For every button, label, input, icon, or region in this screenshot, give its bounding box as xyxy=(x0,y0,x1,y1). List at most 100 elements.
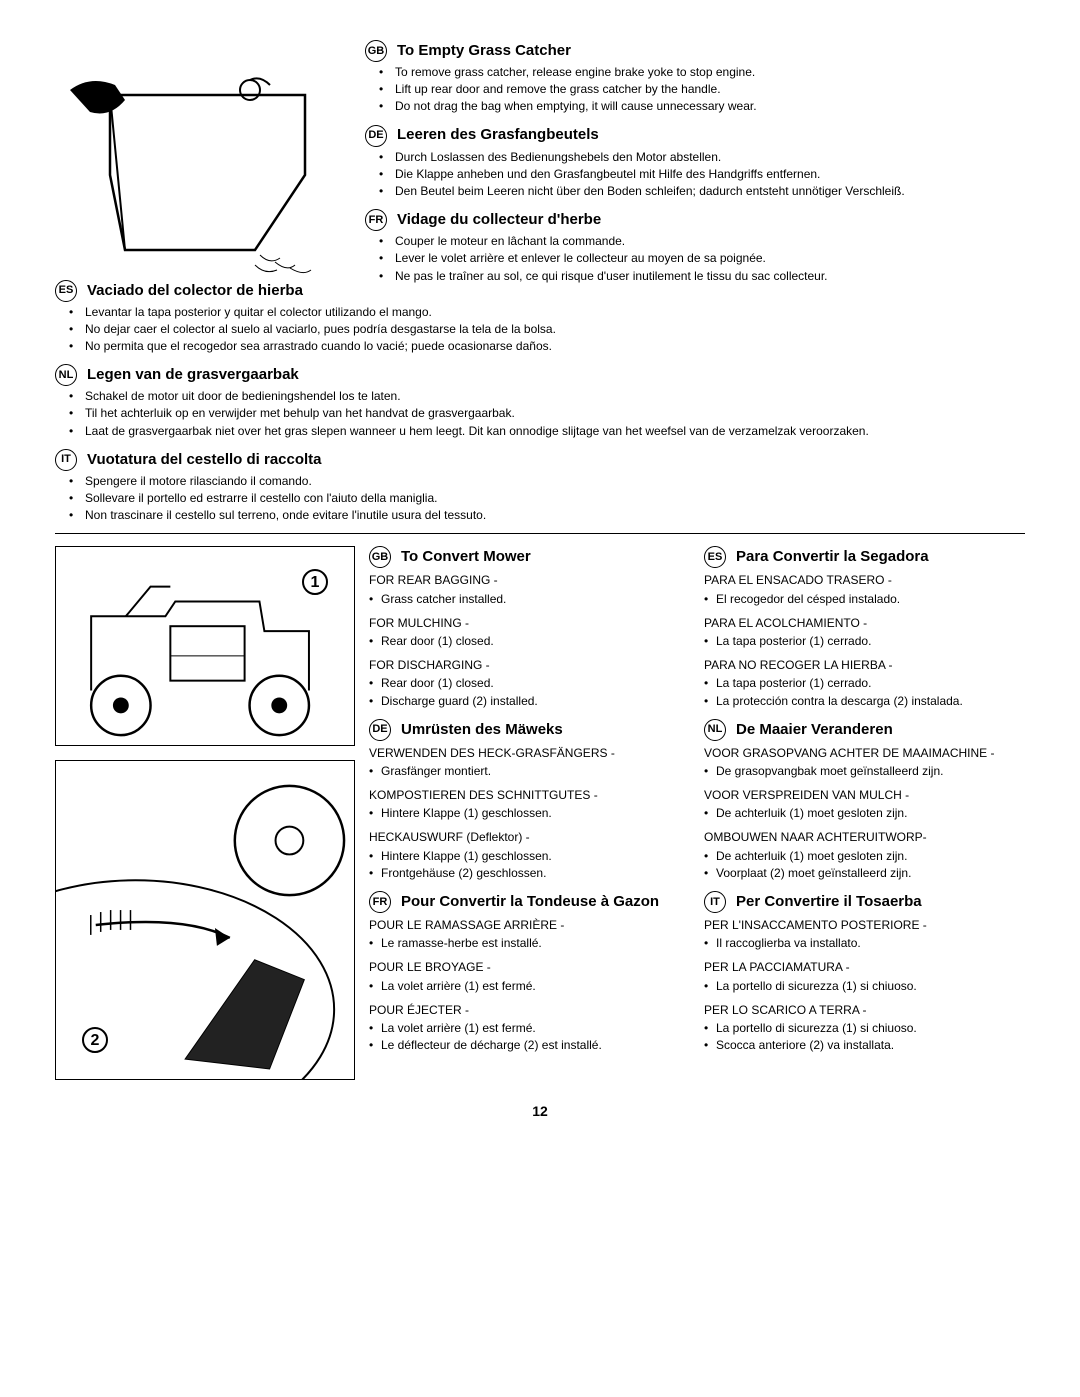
list-item: Schakel de motor uit door de bedieningsh… xyxy=(55,388,1025,404)
list-item: La portello di sicurezza (1) si chiuoso. xyxy=(704,978,1025,994)
list-item: La tapa posterior (1) cerrado. xyxy=(704,633,1025,649)
es-convert: ESPara Convertir la Segadora PARA EL ENS… xyxy=(704,546,1025,708)
de-convert-heading: DE Umrüsten des Mäweks xyxy=(369,719,690,741)
list-item: Le ramasse-herbe est installé. xyxy=(369,935,690,951)
list-item: La tapa posterior (1) cerrado. xyxy=(704,675,1025,691)
es-convert-heading: ESPara Convertir la Segadora xyxy=(704,546,1025,568)
list-item: Scocca anteriore (2) va installata. xyxy=(704,1037,1025,1053)
it-empty-list: Spengere il motore rilasciando il comand… xyxy=(55,473,1025,524)
top-right-col: GBTo Empty Grass Catcher To remove grass… xyxy=(365,40,1025,294)
fr-empty-title: Vidage du collecteur d'herbe xyxy=(397,210,601,230)
gb-empty-title: To Empty Grass Catcher xyxy=(397,41,571,61)
subhead: POUR LE BROYAGE - xyxy=(369,959,690,975)
list-item: Ne pas le traîner au sol, ce qui risque … xyxy=(365,268,1025,284)
list-item: Levantar la tapa posterior y quitar el c… xyxy=(55,304,1025,320)
it-empty-heading: IT Vuotatura del cestello di raccolta xyxy=(55,449,1025,471)
list-item: Til het achterluik op en verwijder met b… xyxy=(55,405,1025,421)
gb-convert: GBTo Convert Mower FOR REAR BAGGING - Gr… xyxy=(369,546,690,708)
illustration-empty-catcher xyxy=(55,40,335,280)
fr-convert: FR Pour Convertir la Tondeuse à Gazon POU… xyxy=(369,891,690,1053)
lang-badge-it2: IT xyxy=(704,891,726,913)
it-convert-heading: IT Per Convertire il Tosaerba xyxy=(704,891,1025,913)
gb-empty-list: To remove grass catcher, release engine … xyxy=(365,64,1025,115)
subhead: VOOR VERSPREIDEN VAN MULCH - xyxy=(704,787,1025,803)
it-convert: IT Per Convertire il Tosaerba PER L'INSAC… xyxy=(704,891,1025,1053)
nl-empty-heading: NLLegen van de grasvergaarbak xyxy=(55,364,1025,386)
list-item: No permita que el recogedor sea arrastra… xyxy=(55,338,1025,354)
lang-badge-fr2: FR xyxy=(369,891,391,913)
list-item: Non trascinare il cestello sul terreno, … xyxy=(55,507,1025,523)
nl-convert-title: De Maaier Veranderen xyxy=(736,720,893,740)
list-item: Il raccoglierba va installato. xyxy=(704,935,1025,951)
fr-empty-list: Couper le moteur en lâchant la commande.… xyxy=(365,233,1025,284)
list-item: Grasfänger montiert. xyxy=(369,763,690,779)
subhead: KOMPOSTIEREN DES SCHNITTGUTES - xyxy=(369,787,690,803)
subhead: FOR MULCHING - xyxy=(369,615,690,631)
de-convert-title: Umrüsten des Mäweks xyxy=(401,720,563,740)
lang-badge-de2: DE xyxy=(369,719,391,741)
list-item: Durch Loslassen des Bedienungshebels den… xyxy=(365,149,1025,165)
list-item: Frontgehäuse (2) geschlossen. xyxy=(369,865,690,881)
lang-badge-fr: FR xyxy=(365,209,387,231)
es-empty-list: Levantar la tapa posterior y quitar el c… xyxy=(55,304,1025,355)
list-item: El recogedor del césped instalado. xyxy=(704,591,1025,607)
top-row: GBTo Empty Grass Catcher To remove grass… xyxy=(55,40,1025,294)
subhead: VERWENDEN DES HECK-GRASFÄNGERS - xyxy=(369,745,690,761)
subhead: PARA EL ACOLCHAMIENTO - xyxy=(704,615,1025,631)
it-empty-title: Vuotatura del cestello di raccolta xyxy=(87,450,322,470)
subhead: FOR REAR BAGGING - xyxy=(369,572,690,588)
fr-empty: FR Vidage du collecteur d'herbe Couper le… xyxy=(365,209,1025,284)
list-item: To remove grass catcher, release engine … xyxy=(365,64,1025,80)
list-item: Do not drag the bag when emptying, it wi… xyxy=(365,98,1025,114)
subhead: FOR DISCHARGING - xyxy=(369,657,690,673)
list-item: Rear door (1) closed. xyxy=(369,633,690,649)
list-item: Discharge guard (2) installed. xyxy=(369,693,690,709)
list-item: La volet arrière (1) est fermé. xyxy=(369,1020,690,1036)
list-item: De achterluik (1) moet gesloten zijn. xyxy=(704,805,1025,821)
lang-badge-it: IT xyxy=(55,449,77,471)
list-item: Hintere Klappe (1) geschlossen. xyxy=(369,805,690,821)
fr-convert-title: Pour Convertir la Tondeuse à Gazon xyxy=(401,892,659,912)
illustration-panel-1: 1 xyxy=(55,546,355,746)
nl-empty: NLLegen van de grasvergaarbak Schakel de… xyxy=(55,364,1025,439)
convert-col-2: ESPara Convertir la Segadora PARA EL ENS… xyxy=(704,546,1025,1063)
subhead: POUR ÉJECTER - xyxy=(369,1002,690,1018)
list-item: Hintere Klappe (1) geschlossen. xyxy=(369,848,690,864)
page-number: 12 xyxy=(55,1102,1025,1121)
list-item: Rear door (1) closed. xyxy=(369,675,690,691)
list-item: Lever le volet arrière et enlever le col… xyxy=(365,250,1025,266)
list-item: Voorplaat (2) moet geïnstalleerd zijn. xyxy=(704,865,1025,881)
list-item: Die Klappe anheben und den Grasfangbeute… xyxy=(365,166,1025,182)
subhead: PER LA PACCIAMATURA - xyxy=(704,959,1025,975)
list-item: Sollevare il portello ed estrarre il ces… xyxy=(55,490,1025,506)
es-convert-title: Para Convertir la Segadora xyxy=(736,547,929,567)
de-empty: DELeeren des Grasfangbeutels Durch Losla… xyxy=(365,125,1025,200)
gb-empty: GBTo Empty Grass Catcher To remove grass… xyxy=(365,40,1025,115)
list-item: Le déflecteur de décharge (2) est instal… xyxy=(369,1037,690,1053)
illustration-stack: 1 2 xyxy=(55,546,355,1080)
subhead: PER LO SCARICO A TERRA - xyxy=(704,1002,1025,1018)
lang-badge-nl2: NL xyxy=(704,719,726,741)
fr-empty-heading: FR Vidage du collecteur d'herbe xyxy=(365,209,1025,231)
nl-empty-list: Schakel de motor uit door de bedieningsh… xyxy=(55,388,1025,439)
lang-badge-gb2: GB xyxy=(369,546,391,568)
lang-badge-de: DE xyxy=(365,125,387,147)
subhead: OMBOUWEN NAAR ACHTERUITWORP- xyxy=(704,829,1025,845)
subhead: PER L'INSACCAMENTO POSTERIORE - xyxy=(704,917,1025,933)
divider xyxy=(55,533,1025,534)
list-item: No dejar caer el colector al suelo al va… xyxy=(55,321,1025,337)
fr-convert-heading: FR Pour Convertir la Tondeuse à Gazon xyxy=(369,891,690,913)
list-item: Couper le moteur en lâchant la commande. xyxy=(365,233,1025,249)
bottom-grid: 1 2 GBTo Convert Mower FOR REAR B xyxy=(55,546,1025,1080)
it-convert-title: Per Convertire il Tosaerba xyxy=(736,892,922,912)
list-item: La volet arrière (1) est fermé. xyxy=(369,978,690,994)
nl-empty-title: Legen van de grasvergaarbak xyxy=(87,365,299,385)
subhead: VOOR GRASOPVANG ACHTER DE MAAIMACHINE - xyxy=(704,745,1025,761)
list-item: De achterluik (1) moet gesloten zijn. xyxy=(704,848,1025,864)
convert-col-1: GBTo Convert Mower FOR REAR BAGGING - Gr… xyxy=(369,546,690,1063)
de-empty-list: Durch Loslassen des Bedienungshebels den… xyxy=(365,149,1025,200)
list-item: La portello di sicurezza (1) si chiuoso. xyxy=(704,1020,1025,1036)
subhead: PARA NO RECOGER LA HIERBA - xyxy=(704,657,1025,673)
subhead: POUR LE RAMASSAGE ARRIÈRE - xyxy=(369,917,690,933)
list-item: Spengere il motore rilasciando il comand… xyxy=(55,473,1025,489)
